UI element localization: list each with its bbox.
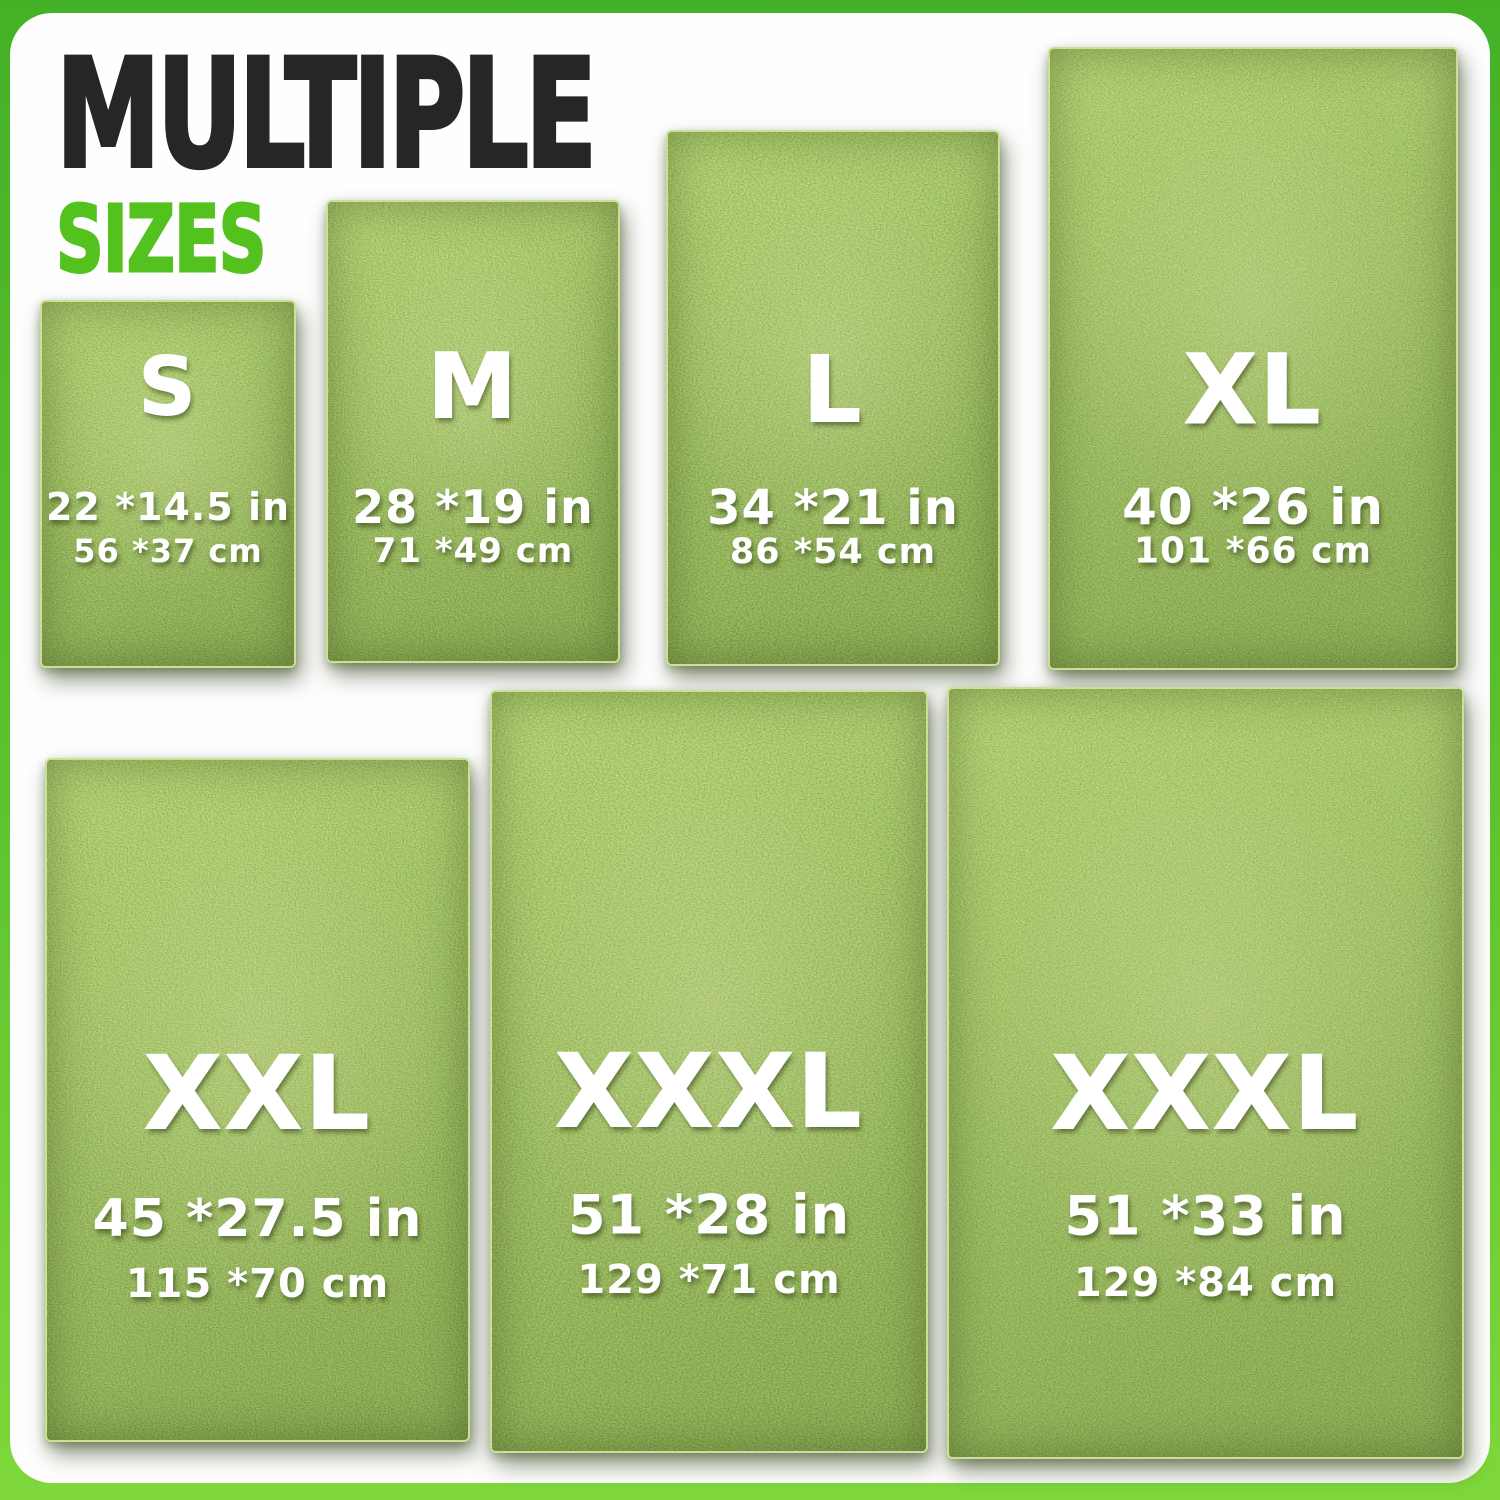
grass-highlight — [492, 692, 926, 1451]
grass-texture — [949, 689, 1462, 1457]
size-inches: 28 *19 in — [352, 480, 594, 534]
size-cm: 86 *54 cm — [729, 532, 937, 572]
size-label: XXXL — [1051, 1034, 1360, 1154]
size-cm: 56 *37 cm — [73, 532, 263, 570]
grass-mat-xl: XL 40 *26 in 101 *66 cm — [1048, 47, 1458, 670]
size-inches: 22 *14.5 in — [45, 485, 291, 529]
size-label: XL — [1183, 334, 1323, 447]
size-cm: 115 *70 cm — [125, 1261, 390, 1307]
size-cm: 129 *71 cm — [577, 1257, 841, 1303]
grass-highlight — [42, 302, 294, 666]
size-cm: 101 *66 cm — [1134, 530, 1372, 572]
size-inches: 51 *33 in — [1064, 1184, 1347, 1248]
grass-highlight — [1050, 49, 1456, 668]
grass-texture — [1050, 49, 1456, 668]
grass-mat-l: L 34 *21 in 86 *54 cm — [666, 130, 1000, 666]
grass-texture — [492, 692, 926, 1451]
grass-texture — [328, 202, 618, 661]
grass-highlight — [668, 132, 998, 664]
size-label: XXXL — [554, 1032, 864, 1152]
size-label: S — [138, 340, 198, 434]
size-label: L — [802, 336, 864, 444]
grass-highlight — [949, 689, 1462, 1457]
grass-texture — [47, 760, 468, 1440]
grass-mat-m: M 28 *19 in 71 *49 cm — [326, 200, 620, 663]
size-inches: 34 *21 in — [707, 480, 959, 536]
title-block: MULTIPLE SIZES — [55, 28, 824, 293]
grass-texture — [42, 302, 294, 666]
grass-mat-xxxl-51x28: XXXL 51 *28 in 129 *71 cm — [490, 690, 928, 1453]
page-title: MULTIPLE — [55, 28, 599, 202]
grass-mat-xxxl-51x33: XXXL 51 *33 in 129 *84 cm — [947, 687, 1464, 1459]
size-label: XXL — [143, 1034, 372, 1154]
size-inches: 51 *28 in — [567, 1183, 851, 1247]
grass-highlight — [328, 202, 618, 661]
size-cm: 71 *49 cm — [372, 531, 574, 571]
page-subtitle: SIZES — [55, 186, 268, 293]
grass-highlight — [47, 760, 468, 1440]
size-cm: 129 *84 cm — [1073, 1260, 1338, 1306]
size-label: M — [427, 334, 519, 440]
size-inches: 45 *27.5 in — [92, 1189, 423, 1249]
grass-mat-s: S 22 *14.5 in 56 *37 cm — [40, 300, 296, 668]
grass-texture — [668, 132, 998, 664]
size-inches: 40 *26 in — [1122, 478, 1384, 536]
grass-mat-xxl: XXL 45 *27.5 in 115 *70 cm — [45, 758, 470, 1442]
